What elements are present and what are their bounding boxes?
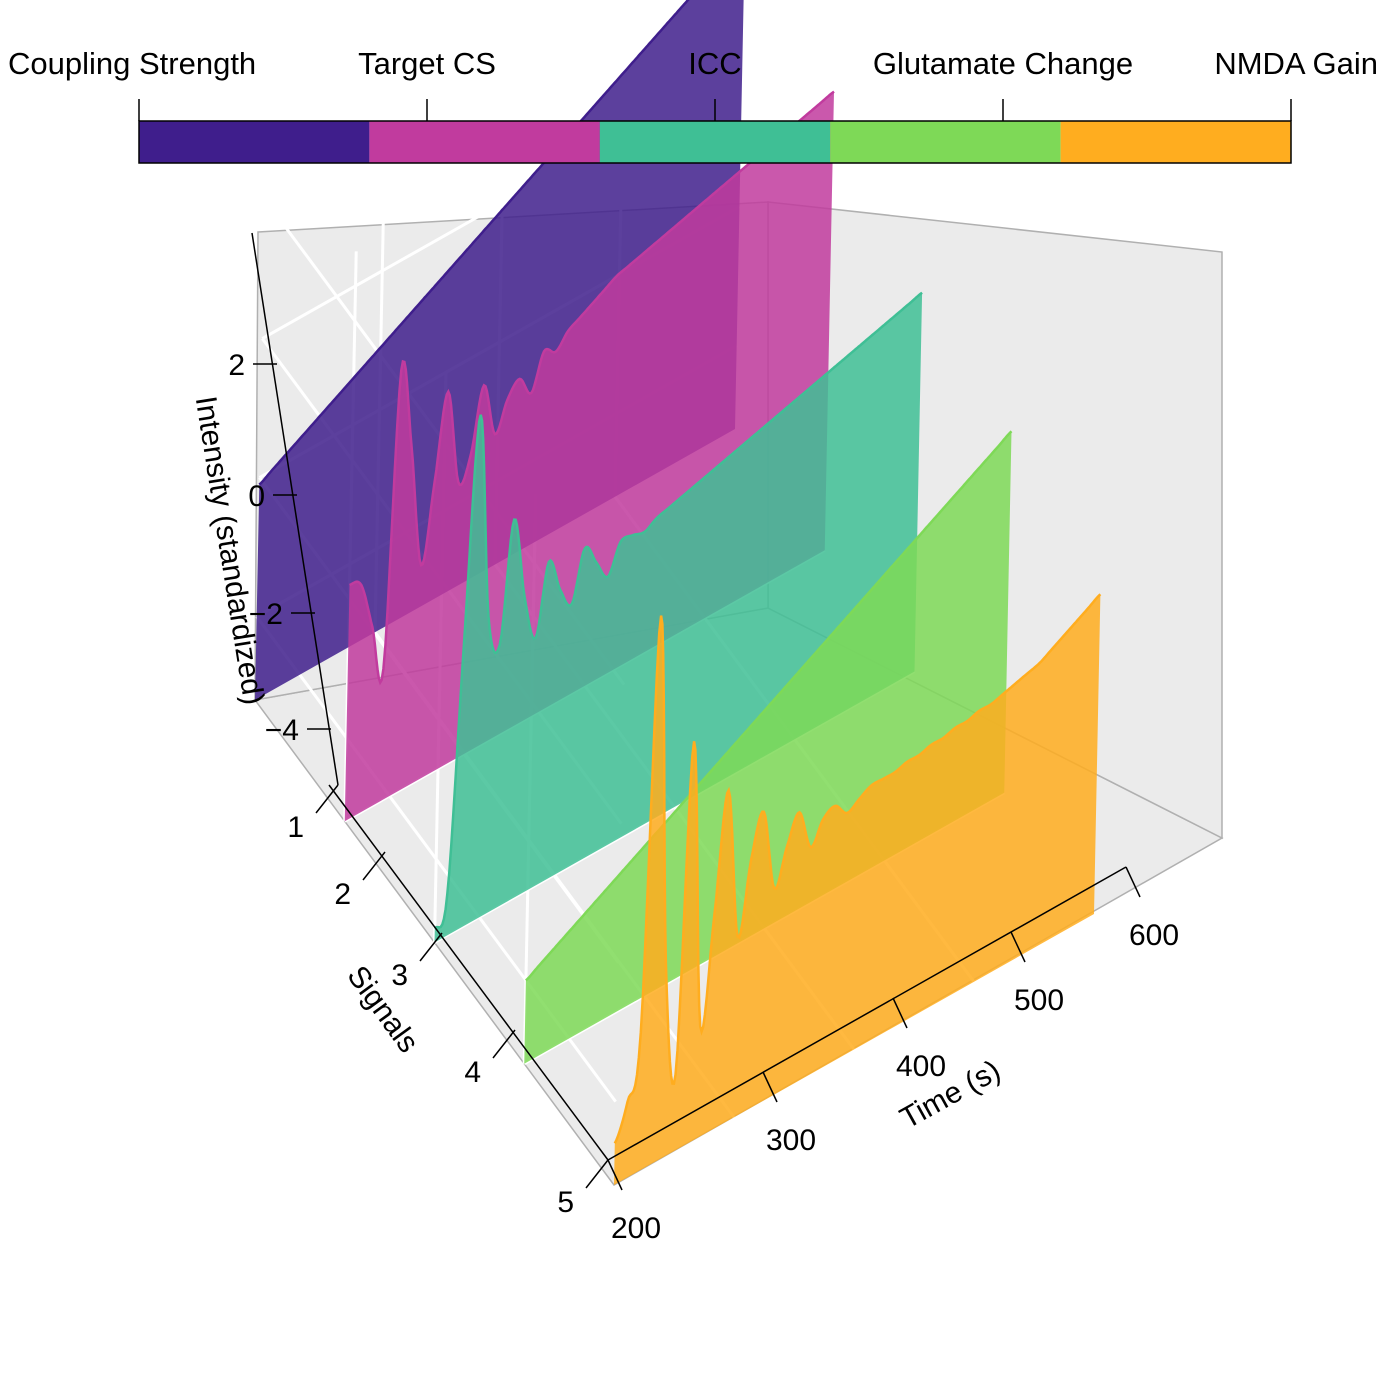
time-tick [607,1159,623,1191]
time-tick-label: 300 [766,1124,816,1157]
ribbon-line-signal-3 [433,291,923,930]
legend-swatch-1 [139,121,370,163]
signals-axis-title: Signals [340,960,425,1059]
intensity-tick-label: 0 [248,480,265,513]
legend-label: Glutamate Change [873,46,1133,81]
time-axis-line [607,866,1127,1161]
legend-swatch-5 [1060,121,1291,163]
time-tick-label: 600 [1129,919,1179,952]
signals-tick [492,1029,516,1059]
time-tick-label: 200 [611,1212,661,1245]
signals-tick [585,1159,609,1189]
signals-tick-label: 2 [334,878,351,911]
legend-label: ICC [688,46,741,81]
time-tick [892,997,908,1029]
legend-label: Target CS [358,46,496,81]
signals-tick-label: 5 [557,1186,574,1219]
ribbon-fill-signal-3 [434,292,923,943]
signals-tick [362,851,386,881]
signals-tick-label: 1 [287,811,304,844]
series-ribbons [255,0,1102,1185]
legend-label: NMDA Gain [1214,46,1378,81]
intensity-tick-label: 2 [228,349,245,382]
ribbon-line-signal-5 [613,593,1102,1144]
legend-swatch-3 [599,121,831,163]
signals-tick [419,932,443,962]
signals-tick [315,784,339,814]
time-tick [1010,931,1026,963]
intensity-axis-line [251,232,339,786]
time-tick [1125,866,1141,898]
ribbon-line-signal-4 [525,430,1013,982]
intensity-tick-label: −4 [265,714,299,747]
time-tick-label: 400 [896,1050,946,1083]
signals-axis-line [328,784,609,1161]
ribbon-line-signal-1 [258,0,690,486]
signals-tick-label: 3 [391,959,408,992]
legend-label: Coupling Strength [8,46,256,81]
axis-ticks: 200 300 400 500 600 1 2 3 4 5 2 0 −2 −4 [228,349,1179,1245]
intensity-tick-label: −2 [249,598,283,631]
ribbon-fill-signal-1 [255,0,744,700]
legend: Coupling Strength Target CS ICC Glutamate C… [8,46,1378,164]
time-tick-label: 500 [1014,984,1064,1017]
signals-tick-label: 4 [464,1056,481,1089]
ribbon-fill-signal-5 [614,594,1101,1185]
legend-swatch-2 [369,121,600,163]
time-tick [762,1071,778,1103]
legend-swatch-4 [830,121,1061,163]
